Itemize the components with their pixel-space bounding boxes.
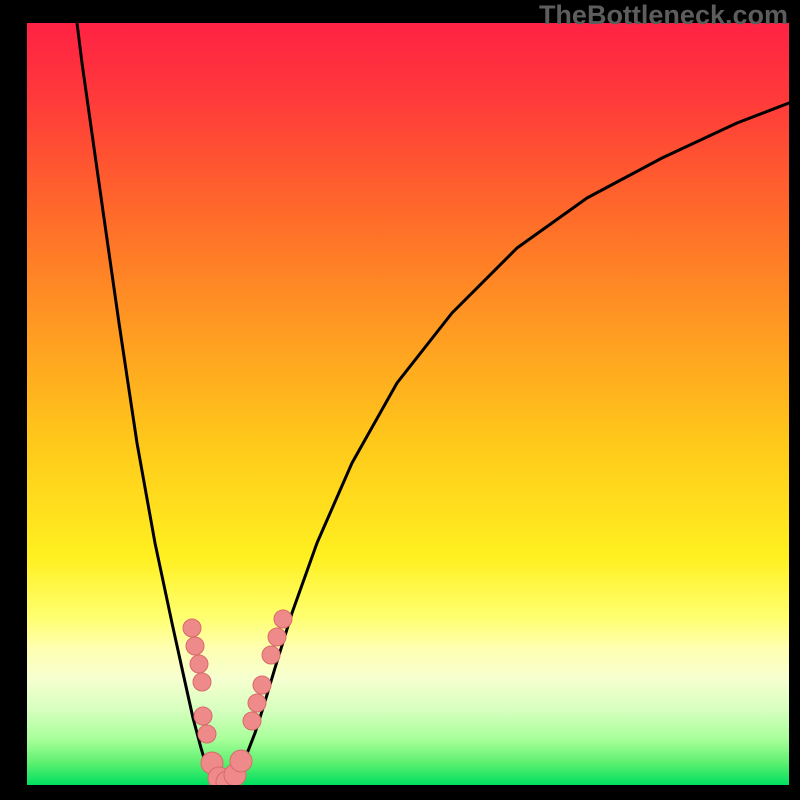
- data-marker: [248, 694, 266, 712]
- data-marker: [190, 655, 208, 673]
- data-marker: [186, 637, 204, 655]
- data-marker: [183, 619, 201, 637]
- data-marker: [230, 750, 252, 772]
- data-marker: [198, 725, 216, 743]
- data-marker: [274, 610, 292, 628]
- data-marker: [253, 676, 271, 694]
- watermark-text: TheBottleneck.com: [539, 0, 788, 31]
- data-marker: [268, 628, 286, 646]
- data-marker: [262, 646, 280, 664]
- data-marker: [193, 673, 211, 691]
- curve-layer: [27, 23, 789, 785]
- marker-group: [183, 610, 292, 785]
- data-marker: [243, 712, 261, 730]
- data-marker: [194, 707, 212, 725]
- bottleneck-curve-right: [224, 103, 789, 783]
- chart-container: TheBottleneck.com: [0, 0, 800, 800]
- plot-area: [27, 23, 789, 785]
